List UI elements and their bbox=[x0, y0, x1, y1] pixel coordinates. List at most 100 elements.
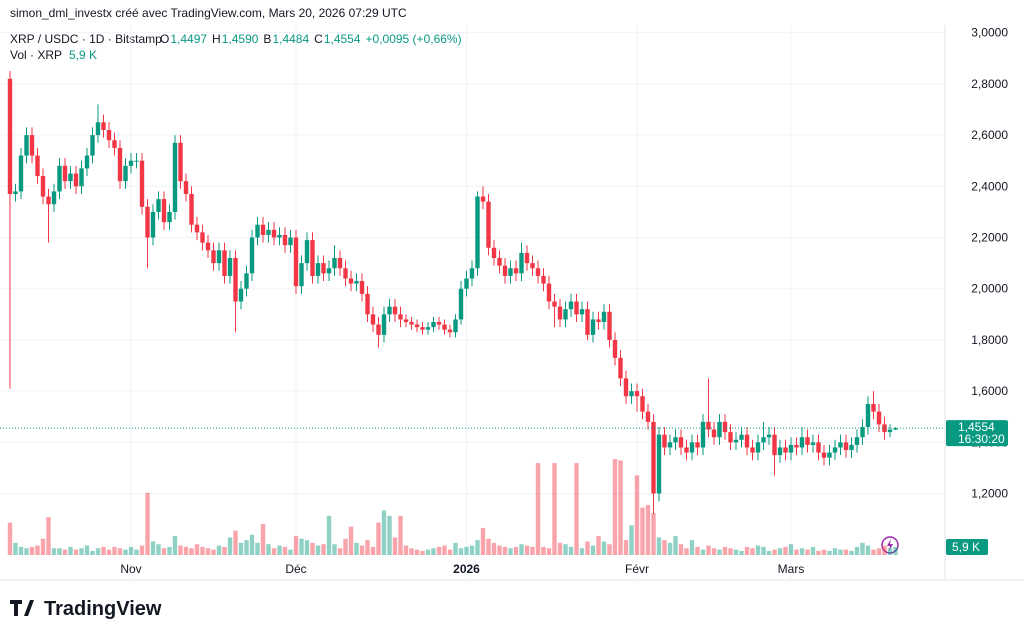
volume-bar bbox=[315, 545, 321, 555]
candle-body bbox=[761, 437, 766, 443]
candle-body bbox=[326, 268, 332, 274]
candle-body bbox=[788, 444, 794, 453]
candle-body bbox=[645, 411, 651, 422]
volume-bar bbox=[805, 549, 810, 555]
y-tick-label: 2,8000 bbox=[971, 77, 1008, 91]
legend-o: O bbox=[160, 32, 169, 46]
volume-bar bbox=[854, 546, 860, 555]
volume-bar bbox=[458, 548, 464, 555]
volume-bar bbox=[876, 548, 882, 555]
candle-body bbox=[95, 122, 101, 136]
candle-body bbox=[651, 421, 656, 494]
candle-body bbox=[282, 234, 288, 246]
candle-body bbox=[887, 429, 893, 433]
candle-body bbox=[563, 309, 568, 320]
candle-body bbox=[392, 306, 398, 315]
volume-bar bbox=[409, 548, 414, 555]
candle-body bbox=[607, 311, 612, 340]
volume-bar bbox=[447, 549, 453, 555]
volume-bar bbox=[216, 545, 222, 555]
volume-bar bbox=[799, 548, 805, 555]
candle-body bbox=[150, 211, 156, 238]
candle-body bbox=[453, 319, 458, 333]
candle-body bbox=[546, 283, 552, 302]
volume-bar bbox=[667, 542, 673, 555]
candle-body bbox=[216, 250, 222, 264]
volume-bar bbox=[497, 545, 502, 555]
volume-bar bbox=[354, 542, 359, 555]
candle-body bbox=[673, 437, 678, 443]
candle-body bbox=[332, 257, 337, 269]
candle-body bbox=[816, 442, 821, 453]
candle-body bbox=[656, 434, 662, 494]
candle-body bbox=[612, 339, 618, 358]
symbol: XRP / USDC · 1D · Bitstamp bbox=[10, 32, 162, 46]
volume-bar bbox=[739, 550, 744, 555]
volume-bar bbox=[684, 548, 689, 555]
volume-bar bbox=[794, 549, 799, 555]
volume-bar bbox=[365, 540, 370, 555]
candle-body bbox=[601, 311, 607, 323]
volume-bar bbox=[530, 546, 535, 555]
x-tick-label: 2026 bbox=[453, 562, 480, 576]
candle-body bbox=[568, 301, 574, 310]
candle-body bbox=[618, 357, 623, 379]
y-tick-label: 2,2000 bbox=[971, 231, 1008, 245]
candle-body bbox=[227, 257, 233, 276]
volume-bar bbox=[304, 540, 310, 555]
volume-bar bbox=[612, 459, 618, 555]
candle-body bbox=[112, 140, 117, 148]
volume-bar bbox=[788, 544, 794, 555]
volume-bar bbox=[200, 546, 205, 555]
candle-body bbox=[497, 257, 502, 266]
volume-bar bbox=[271, 548, 277, 555]
candle-body bbox=[876, 411, 882, 425]
candle-body bbox=[794, 444, 799, 448]
volume-bar bbox=[601, 541, 607, 555]
volume-bar bbox=[678, 544, 684, 555]
y-tick-label: 2,0000 bbox=[971, 282, 1008, 296]
candle-body bbox=[865, 403, 871, 427]
volume-bar bbox=[475, 540, 480, 555]
candle-body bbox=[62, 165, 68, 182]
candle-body bbox=[667, 442, 673, 448]
alert-icon[interactable] bbox=[881, 536, 899, 554]
volume-bar bbox=[695, 546, 700, 555]
candle-body bbox=[689, 442, 695, 453]
candle-body bbox=[524, 252, 530, 264]
candle-body bbox=[277, 234, 282, 238]
volume-bar bbox=[387, 515, 392, 555]
candle-body bbox=[590, 319, 596, 335]
y-tick-label: 3,0000 bbox=[971, 26, 1008, 40]
candle-body bbox=[409, 322, 414, 325]
volume-bar bbox=[376, 522, 381, 555]
volume-bar bbox=[832, 548, 838, 555]
candle-body bbox=[821, 452, 827, 458]
candle-body bbox=[310, 240, 315, 276]
candle-body bbox=[315, 263, 321, 276]
volume-title: Vol · XRP bbox=[10, 48, 62, 62]
volume-bar bbox=[150, 541, 156, 555]
volume-bar bbox=[717, 549, 722, 555]
volume-bar bbox=[95, 548, 101, 555]
y-tick-label: 1,8000 bbox=[971, 333, 1008, 347]
candle-body bbox=[249, 237, 255, 274]
candle-body bbox=[304, 240, 310, 264]
candle-body bbox=[783, 447, 788, 453]
candle-body bbox=[755, 442, 761, 453]
candle-body bbox=[376, 324, 381, 335]
candle-body bbox=[178, 142, 183, 182]
volume-bar bbox=[783, 546, 788, 555]
candle-body bbox=[717, 421, 722, 438]
y-tick-label: 2,4000 bbox=[971, 179, 1008, 193]
volume-bar bbox=[871, 549, 876, 555]
legend-high: 1,4590 bbox=[222, 32, 259, 46]
candle-body bbox=[739, 434, 744, 440]
candle-body bbox=[766, 434, 772, 438]
last-price-label: 1,4554 bbox=[958, 420, 995, 434]
x-tick-label: Déc bbox=[285, 562, 306, 576]
volume-bar bbox=[156, 544, 161, 555]
volume-bar bbox=[145, 492, 150, 555]
legend-low: 1,4484 bbox=[272, 32, 309, 46]
